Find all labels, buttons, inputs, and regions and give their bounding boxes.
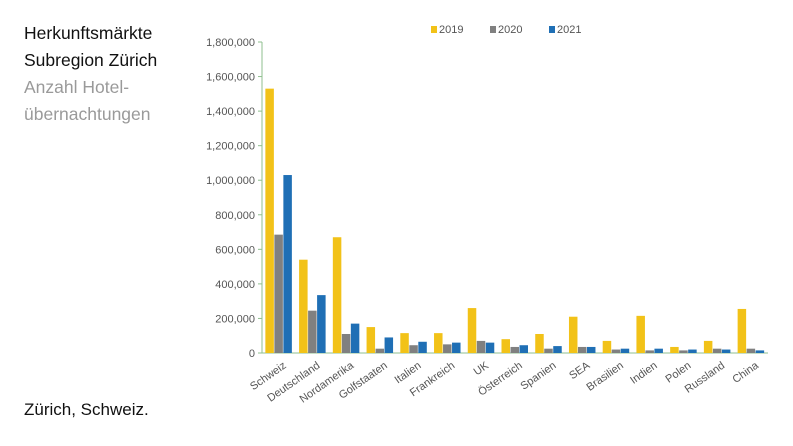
y-tick-label: 1,800,000 <box>206 37 255 49</box>
bar-2021-china <box>755 350 765 353</box>
y-tick-label: 800,000 <box>215 210 255 222</box>
bar-2021-schweiz <box>283 175 292 353</box>
bar-2019-italien <box>400 333 409 353</box>
legend-label-2021: 2021 <box>557 24 581 36</box>
title-line-1: Herkunftsmärkte <box>24 23 153 43</box>
y-tick-label: 0 <box>249 348 255 360</box>
x-tick-label: Spanien <box>518 360 558 393</box>
bar-2020-italien <box>409 345 418 353</box>
bar-2019-spanien <box>535 333 544 353</box>
bar-2019-polen <box>670 346 679 353</box>
chart-title-block: Herkunftsmärkte Subregion Zürich Anzahl … <box>24 20 194 128</box>
bar-2020-spanien <box>544 348 553 353</box>
x-tick-label: Brasilien <box>584 360 625 394</box>
bar-2019-china <box>737 308 747 353</box>
bar-2019-brasilien <box>602 340 612 353</box>
y-tick-label: 1,000,000 <box>206 175 255 187</box>
subtitle-line-2: übernachtungen <box>24 104 151 124</box>
bar-2019-uk <box>467 308 477 353</box>
bar-2021-polen <box>688 349 697 353</box>
bar-2021-russland <box>721 349 731 353</box>
legend-label-2020: 2020 <box>498 24 522 36</box>
bar-2021-österreich <box>519 345 528 353</box>
x-tick-label: UK <box>472 359 492 378</box>
y-tick-label: 400,000 <box>215 279 255 291</box>
bar-2019-nordamerika <box>332 237 342 353</box>
bar-2020-schweiz <box>274 234 283 353</box>
bar-2019-russland <box>703 340 713 353</box>
legend-label-2019: 2019 <box>439 24 463 36</box>
bar-2020-uk <box>476 340 486 353</box>
location-caption: Zürich, Schweiz. <box>24 400 149 419</box>
bar-2021-golfstaaten <box>384 337 394 353</box>
bar-2019-sea <box>568 316 578 353</box>
title-line-2: Subregion Zürich <box>24 50 158 70</box>
bar-2019-frankreich <box>434 333 443 353</box>
bar-2021-indien <box>654 348 663 353</box>
legend-swatch-2019 <box>431 26 437 33</box>
bar-2020-china <box>746 348 756 353</box>
bar-2020-russland <box>712 348 722 353</box>
y-tick-label: 1,600,000 <box>206 72 255 84</box>
legend-swatch-2020 <box>490 26 496 33</box>
bar-2020-indien <box>645 350 654 353</box>
bar-2020-polen <box>679 350 688 353</box>
bar-2021-spanien <box>553 346 562 353</box>
bar-2019-indien <box>636 315 645 353</box>
y-tick-label: 200,000 <box>215 313 255 325</box>
bar-2021-deutschland <box>317 295 326 353</box>
bar-2019-deutschland <box>299 259 308 353</box>
bar-2019-österreich <box>501 339 510 353</box>
bar-2021-uk <box>485 342 495 353</box>
y-tick-label: 600,000 <box>215 244 255 256</box>
y-tick-label: 1,200,000 <box>206 141 255 153</box>
x-tick-label: China <box>730 359 761 386</box>
bar-2019-schweiz <box>265 88 274 354</box>
bar-2020-nordamerika <box>341 333 351 353</box>
bar-2021-sea <box>586 346 596 353</box>
bar-2021-frankreich <box>452 342 461 353</box>
bar-2020-österreich <box>510 346 519 353</box>
bar-2021-brasilien <box>620 348 630 353</box>
bar-2020-brasilien <box>611 349 621 353</box>
bar-2021-italien <box>418 341 427 353</box>
bar-2020-sea <box>577 346 587 353</box>
bar-2021-nordamerika <box>350 323 360 353</box>
x-tick-label: Indien <box>628 360 659 387</box>
bar-2020-golfstaaten <box>375 348 385 353</box>
subtitle-line-1: Anzahl Hotel- <box>24 77 130 97</box>
bar-2020-frankreich <box>443 344 452 353</box>
bar-2020-deutschland <box>308 310 317 353</box>
x-tick-label: SEA <box>567 359 592 382</box>
legend-swatch-2021 <box>549 26 555 33</box>
y-tick-label: 1,400,000 <box>206 106 255 118</box>
bar-2019-golfstaaten <box>366 327 376 353</box>
